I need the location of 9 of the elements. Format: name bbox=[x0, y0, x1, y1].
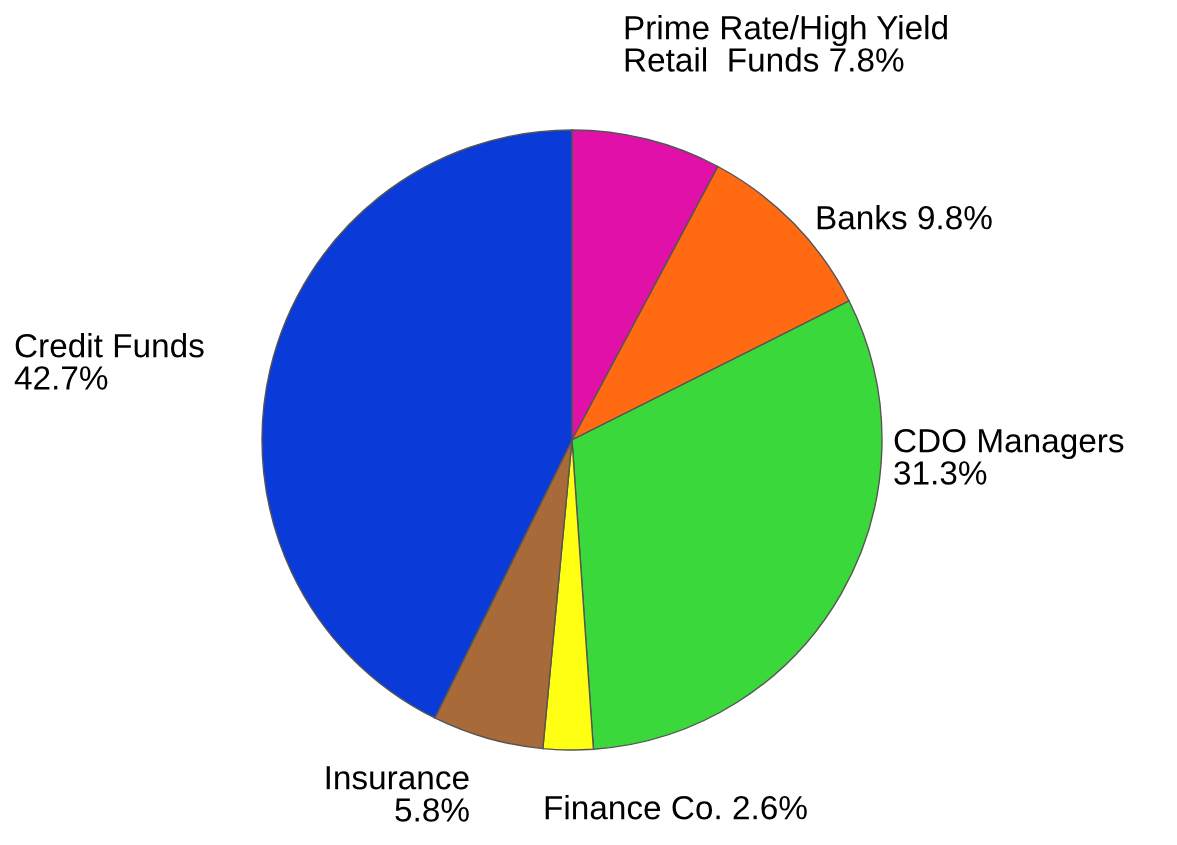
slice-label: Banks 9.8% bbox=[817, 205, 992, 230]
slice-label: Insurance bbox=[326, 766, 469, 790]
slice-label: Prime Rate/High Yield Retail Funds 7.8% bbox=[625, 15, 947, 72]
slice-label: CDO Managers bbox=[894, 428, 1124, 460]
slice-label: Credit Funds bbox=[15, 333, 204, 358]
slice-label: Finance Co. 2.6% bbox=[545, 795, 807, 820]
data-label: 5.8% bbox=[395, 798, 469, 822]
data-label: 42.7% bbox=[14, 366, 108, 390]
data-label: 31.3% bbox=[894, 461, 987, 485]
